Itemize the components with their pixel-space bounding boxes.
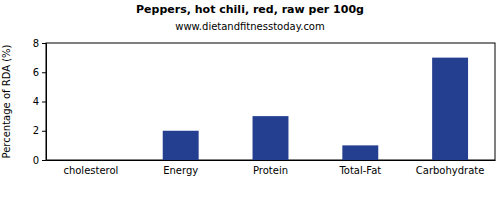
y-tick-mark — [42, 102, 46, 103]
x-tick-label: Carbohydrate — [416, 165, 485, 176]
x-tick: cholesterol — [63, 160, 118, 176]
x-tick: Protein — [253, 160, 288, 176]
y-tick-mark — [42, 160, 46, 161]
y-tick-label: 2 — [33, 125, 39, 136]
bar — [73, 160, 109, 161]
subtitle: www.dietandfitnesstoday.com — [175, 21, 324, 32]
x-tick-label: Total-Fat — [338, 165, 381, 176]
y-axis: 0 2 4 6 8 — [33, 38, 47, 166]
y-tick-label: 6 — [33, 67, 39, 78]
y-tick: 0 — [33, 155, 46, 166]
x-axis: cholesterol Energy Protein Total-Fat Carbohy… — [47, 160, 496, 176]
y-tick-label: 8 — [33, 38, 39, 49]
bar — [253, 116, 289, 160]
y-tick: 8 — [33, 38, 46, 49]
y-tick: 2 — [33, 125, 46, 136]
plot-frame — [46, 43, 495, 160]
y-axis-title: Percentage of RDA (%) — [1, 44, 12, 158]
x-tick-label: Energy — [163, 165, 198, 176]
bar — [163, 131, 199, 160]
x-tick-label: Protein — [253, 165, 288, 176]
chart: Peppers, hot chili, red, raw per 100g www… — [0, 0, 500, 200]
y-tick-label: 0 — [33, 155, 39, 166]
y-tick: 6 — [33, 67, 46, 78]
y-tick-mark — [42, 43, 46, 44]
bars — [163, 58, 468, 160]
x-tick: Total-Fat — [338, 160, 381, 176]
x-axis-line — [47, 160, 496, 161]
bar — [342, 145, 378, 160]
plot: 0 2 4 6 8 cholesterol Energy Protein Total-Fat Ca… — [33, 38, 496, 176]
y-tick-mark — [42, 72, 46, 73]
x-tick-label: cholesterol — [63, 165, 118, 176]
y-tick-label: 4 — [33, 96, 39, 107]
bar — [432, 58, 468, 160]
y-axis-line — [42, 44, 47, 161]
x-tick: Carbohydrate — [416, 160, 485, 176]
x-tick: Energy — [163, 160, 198, 176]
y-tick-mark — [42, 131, 46, 132]
y-tick: 4 — [33, 96, 46, 107]
title: Peppers, hot chili, red, raw per 100g — [136, 3, 364, 16]
